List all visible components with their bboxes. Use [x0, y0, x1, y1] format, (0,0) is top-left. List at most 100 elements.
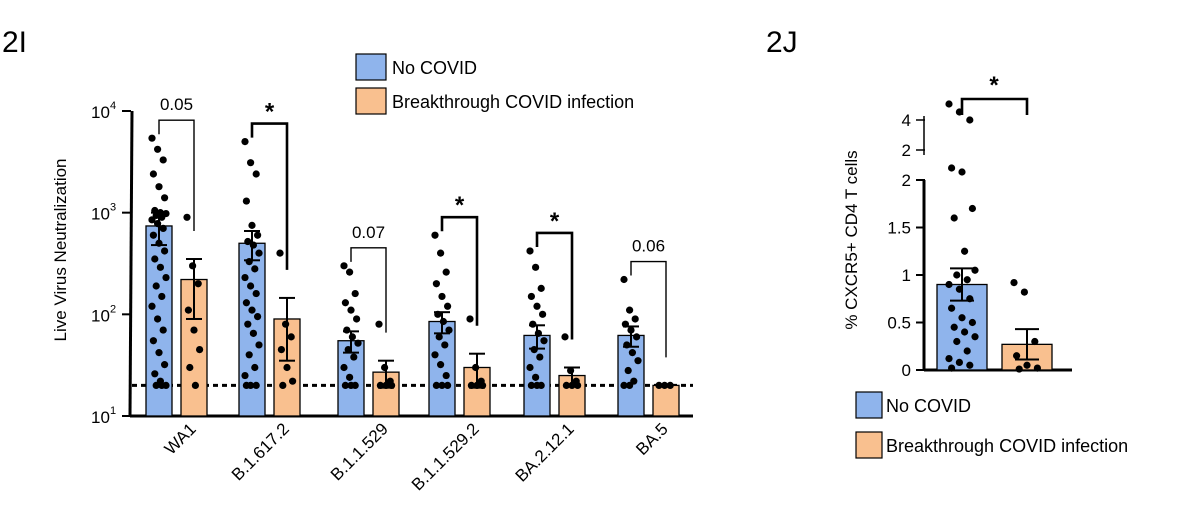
- x-tick-label-2i: BA.2.12.1: [512, 419, 578, 485]
- y-tick-exponent-2i: 3: [110, 202, 116, 214]
- bar-no-covid: [428, 320, 456, 417]
- data-point-2j: [1031, 337, 1039, 346]
- data-point: [628, 349, 637, 357]
- data-point: [634, 357, 642, 365]
- data-point: [539, 310, 547, 318]
- data-point-2j: [950, 214, 958, 222]
- data-point: [442, 371, 450, 380]
- data-point: [388, 381, 396, 389]
- data-point: [159, 326, 167, 334]
- significance-bracket-2j: [960, 97, 1029, 115]
- y-tick-label-2j: 1.5: [887, 219, 911, 238]
- data-point: [156, 263, 164, 271]
- data-point-2j: [1023, 361, 1031, 369]
- y-tick-exponent-2i: 2: [110, 303, 116, 315]
- data-point: [472, 363, 480, 372]
- y-tick-label-2j: 1: [902, 266, 911, 285]
- data-point-2j: [963, 276, 971, 284]
- significance-label: *: [265, 99, 275, 126]
- data-point-2j: [1033, 364, 1041, 372]
- data-point: [244, 320, 252, 328]
- data-point: [346, 268, 354, 276]
- data-point: [434, 310, 442, 318]
- significance-bracket: [250, 122, 289, 270]
- data-point: [151, 370, 159, 378]
- data-point: [252, 289, 260, 298]
- data-point-2j: [953, 271, 961, 279]
- data-point-2j: [948, 304, 956, 312]
- data-point: [382, 381, 390, 389]
- data-point: [289, 377, 297, 385]
- data-point: [251, 363, 259, 372]
- data-point: [242, 299, 250, 307]
- y-tick-exponent-2i: 1: [110, 405, 116, 417]
- data-point: [350, 353, 358, 361]
- significance-bracket: [350, 247, 387, 333]
- panel-label-2j: 2J: [766, 26, 798, 59]
- data-point: [287, 333, 295, 341]
- data-point: [245, 258, 253, 266]
- y-tick-label-2j: 2: [902, 141, 911, 160]
- data-point: [155, 183, 163, 191]
- data-point: [152, 381, 160, 389]
- data-point: [149, 231, 157, 239]
- x-tick-label-2i: B.1.617.2: [228, 419, 293, 484]
- data-point: [183, 213, 191, 221]
- data-point: [249, 329, 257, 337]
- data-point: [159, 224, 167, 233]
- data-point-2j: [948, 164, 956, 172]
- data-point: [626, 381, 634, 389]
- data-point: [148, 216, 156, 224]
- y-axis-title-2j: % CXCR5+ CD4 T cells: [842, 150, 861, 329]
- data-point: [283, 363, 291, 372]
- data-point-2j: [948, 364, 956, 372]
- data-point: [533, 381, 541, 389]
- data-point: [537, 284, 545, 292]
- data-point: [431, 351, 439, 359]
- data-point: [154, 145, 162, 153]
- data-point-2j: [958, 168, 966, 176]
- data-point: [526, 247, 534, 255]
- data-point: [155, 239, 163, 247]
- y-tick-label-2i: 10: [91, 306, 110, 325]
- data-point: [432, 280, 440, 288]
- data-point: [655, 381, 663, 389]
- data-point: [254, 231, 262, 239]
- data-point: [381, 363, 389, 372]
- y-tick-label-2j: 4: [902, 111, 911, 130]
- significance-label-2j: *: [989, 72, 999, 99]
- bar-no-covid: [617, 334, 645, 417]
- data-point-2j: [971, 333, 979, 341]
- data-point: [466, 315, 474, 323]
- data-point: [148, 134, 156, 142]
- data-point: [438, 292, 446, 301]
- legend-2j: No COVID Breakthrough COVID infection: [855, 391, 1128, 459]
- data-point: [343, 326, 351, 334]
- data-point: [376, 381, 384, 389]
- data-point-2j: [945, 355, 953, 363]
- data-point: [341, 381, 349, 389]
- x-tick-label-2i: BA.5: [632, 419, 671, 458]
- panel-label-2i: 2I: [2, 26, 27, 59]
- data-point: [574, 381, 582, 389]
- data-point-2j: [968, 318, 977, 327]
- data-point: [568, 381, 576, 389]
- data-point-2j: [963, 347, 971, 355]
- data-point: [248, 306, 256, 314]
- data-point: [148, 302, 156, 310]
- data-point: [158, 213, 166, 221]
- data-point: [161, 247, 169, 255]
- data-point: [351, 289, 359, 298]
- significance-label: 0.05: [160, 95, 193, 114]
- data-point: [620, 381, 628, 389]
- data-point: [161, 361, 169, 369]
- data-point: [162, 273, 170, 282]
- data-point: [247, 282, 255, 290]
- y-tick-label-2i: 10: [91, 103, 110, 122]
- significance-label: 0.07: [352, 223, 385, 242]
- data-point: [346, 373, 354, 381]
- data-point: [282, 320, 290, 328]
- data-point: [627, 326, 635, 334]
- data-point: [191, 381, 199, 389]
